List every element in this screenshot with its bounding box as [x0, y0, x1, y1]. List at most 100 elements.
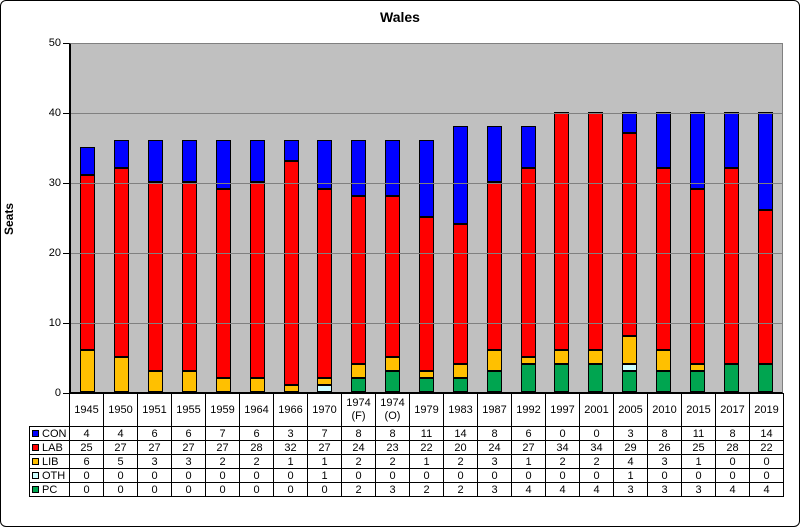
- bar-segment-con-1970: [317, 140, 333, 189]
- value-cell-oth-2005: 1: [613, 468, 648, 483]
- value-cell-lab-2010: 26: [647, 440, 682, 455]
- y-axis-tick-mark: [63, 183, 69, 184]
- year-cell-2005: 2005: [613, 393, 648, 427]
- stacked-bar-2010: [656, 112, 672, 392]
- bar-segment-con-2005: [622, 112, 638, 133]
- year-cell-1966: 1966: [273, 393, 308, 427]
- value-cell-con-2015: 11: [681, 426, 716, 441]
- value-cell-pc-1955: 0: [171, 482, 206, 497]
- value-cell-lib-1997: 2: [545, 454, 580, 469]
- bar-segment-lab-1983: [452, 224, 468, 364]
- stacked-bar-1959: [215, 140, 231, 392]
- stacked-bar-1964: [249, 140, 265, 392]
- year-cell-1951: 1951: [137, 393, 172, 427]
- chart-title: Wales: [380, 9, 420, 25]
- bar-segment-lab-1945: [80, 175, 96, 350]
- stacked-bar-2005: [622, 112, 638, 392]
- bar-column-1964: [240, 44, 274, 392]
- y-axis-tick-label-30: 30: [48, 177, 61, 189]
- bar-segment-lab-1987: [486, 182, 502, 350]
- value-cell-pc-1983: 2: [443, 482, 478, 497]
- value-cell-oth-2010: 0: [647, 468, 682, 483]
- stacked-bar-2017: [723, 112, 739, 392]
- stacked-bar-1974-o: [385, 140, 401, 392]
- year-cell-1987: 1987: [477, 393, 512, 427]
- value-cell-con-1966: 3: [273, 426, 308, 441]
- bar-segment-con-1979: [419, 140, 435, 217]
- bar-segment-lib-1987: [486, 350, 502, 371]
- bar-column-2019: [748, 44, 782, 392]
- table-row-lib: LIB 6 5 3 3 2 2 1 1 2 2 1 2 3 1 2 2 4 3 1 0 0: [29, 454, 784, 469]
- bar-column-1955: [173, 44, 207, 392]
- value-cell-lab-2017: 28: [715, 440, 750, 455]
- year-cell-1945: 1945: [69, 393, 104, 427]
- value-cell-lib-2010: 3: [647, 454, 682, 469]
- bar-segment-lib-2010: [656, 350, 672, 371]
- bar-segment-con-2010: [656, 112, 672, 168]
- value-cell-lib-1950: 5: [103, 454, 138, 469]
- stacked-bar-1950: [114, 140, 130, 392]
- bar-column-1983: [443, 44, 477, 392]
- value-cell-oth-1997: 0: [545, 468, 580, 483]
- value-cell-lib-1987: 3: [477, 454, 512, 469]
- value-cell-lib-1955: 3: [171, 454, 206, 469]
- value-cell-oth-1959: 0: [205, 468, 240, 483]
- bar-column-1945: [71, 44, 105, 392]
- value-cell-pc-2017: 4: [715, 482, 750, 497]
- y-axis-tick-label-0: 0: [54, 387, 61, 399]
- bar-column-1974-o: [376, 44, 410, 392]
- stacked-bar-1951: [148, 140, 164, 392]
- value-cell-oth-1974-f: 0: [341, 468, 376, 483]
- value-cell-oth-1974-o: 0: [375, 468, 410, 483]
- bar-segment-lab-1979: [419, 217, 435, 371]
- value-cell-oth-1992: 0: [511, 468, 546, 483]
- y-axis-tick-mark: [63, 113, 69, 114]
- bars-container: [71, 44, 782, 392]
- table-row-years: 1945 1950 1951 1955 1959 1964 1966 1970 1974 (F)…: [29, 393, 784, 427]
- bar-segment-lab-1966: [283, 161, 299, 385]
- value-cell-pc-1987: 3: [477, 482, 512, 497]
- value-cell-pc-1974-o: 3: [375, 482, 410, 497]
- legend-key-oth: OTH: [29, 468, 70, 483]
- year-cell-1964: 1964: [239, 393, 274, 427]
- value-cell-lab-2015: 25: [681, 440, 716, 455]
- bar-column-1959: [206, 44, 240, 392]
- bar-segment-con-1992: [520, 126, 536, 168]
- bar-segment-lib-2015: [689, 364, 705, 371]
- bar-column-1970: [308, 44, 342, 392]
- bar-segment-con-2017: [723, 112, 739, 168]
- y-axis-tick-mark: [63, 43, 69, 44]
- stacked-bar-1974-f: [351, 140, 367, 392]
- oth-color-swatch-icon: [32, 472, 39, 479]
- bar-segment-pc-2015: [689, 371, 705, 392]
- value-cell-pc-1992: 4: [511, 482, 546, 497]
- pc-color-swatch-icon: [32, 486, 39, 493]
- value-cell-pc-2019: 4: [749, 482, 784, 497]
- year-cell-1979: 1979: [409, 393, 444, 427]
- year-cell-2001: 2001: [579, 393, 614, 427]
- bar-segment-con-2015: [689, 112, 705, 189]
- y-axis-tick-mark: [63, 393, 69, 394]
- bar-segment-lib-1992: [520, 357, 536, 364]
- value-cell-lab-1970: 27: [307, 440, 342, 455]
- stacked-bar-1983: [452, 126, 468, 392]
- gridline-40: [71, 113, 782, 114]
- bar-segment-lab-1950: [114, 168, 130, 357]
- bar-segment-lib-1970: [317, 378, 333, 385]
- value-cell-pc-2001: 4: [579, 482, 614, 497]
- value-cell-pc-1964: 0: [239, 482, 274, 497]
- bar-segment-lib-1955: [182, 371, 197, 392]
- year-cell-1992: 1992: [511, 393, 546, 427]
- bar-segment-lab-2005: [622, 133, 638, 336]
- value-cell-con-1997: 0: [545, 426, 580, 441]
- bar-segment-con-1959: [215, 140, 231, 189]
- value-cell-lib-1992: 1: [511, 454, 546, 469]
- value-cell-pc-1950: 0: [103, 482, 138, 497]
- value-cell-lab-1974-f: 24: [341, 440, 376, 455]
- stacked-bar-2015: [689, 112, 705, 392]
- legend-key-con: CON: [29, 426, 70, 441]
- lib-color-swatch-icon: [32, 458, 39, 465]
- bar-segment-pc-2001: [588, 364, 604, 392]
- y-axis-tick-label-40: 40: [48, 107, 61, 119]
- year-cell-1959: 1959: [205, 393, 240, 427]
